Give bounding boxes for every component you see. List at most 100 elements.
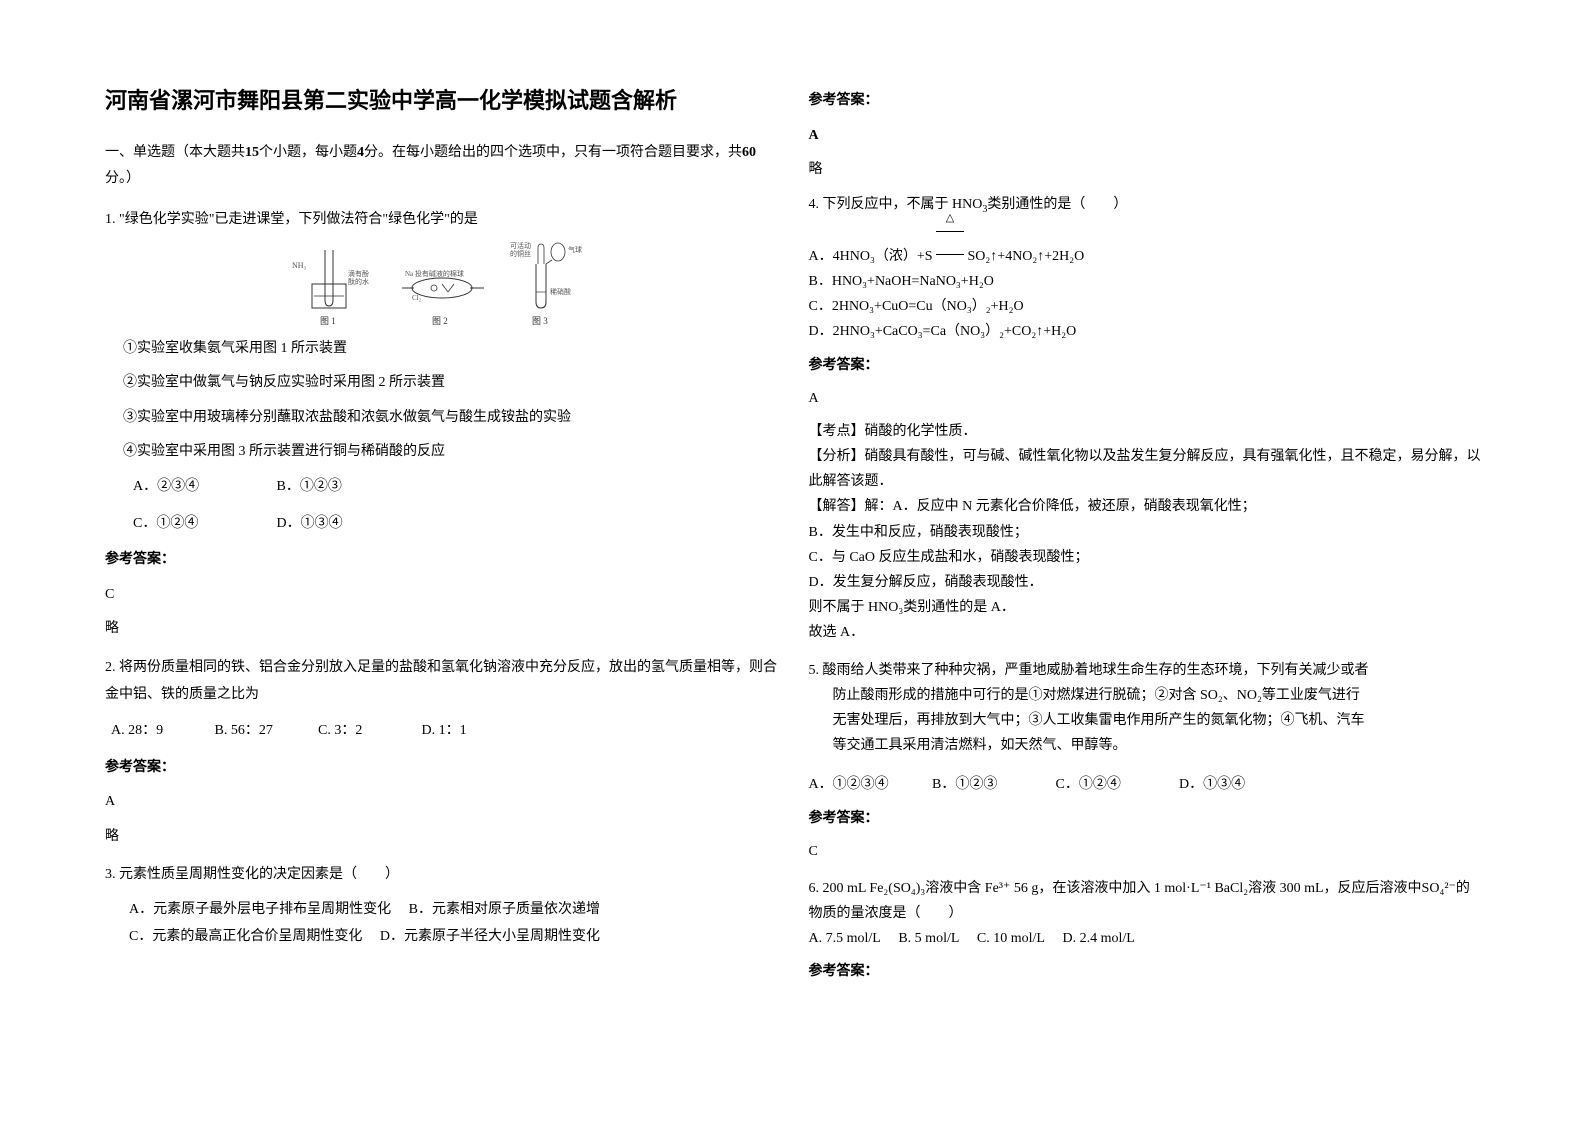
q1-answer: C [105, 582, 779, 609]
sh-count: 15 [245, 145, 259, 160]
q4-kd: 【考点】硝酸的化学性质． [809, 419, 1483, 444]
sh-mid: 个小题，每小题 [259, 145, 357, 160]
q6-options: A. 7.5 mol/L B. 5 mol/L C. 10 mol/L D. 2… [809, 926, 1483, 951]
q5-optC: C．①②④ [1056, 772, 1176, 797]
q4-optA: A．4HNO₃（浓）+S △ SO₂↑+4NO₂↑+2H₂O [809, 219, 1483, 269]
q2-optD: D. 1：1 [422, 718, 522, 745]
q3-stem: 3. 元素性质呈周期性变化的决定因素是（ ） [105, 862, 779, 889]
q2-answer: A [105, 789, 779, 816]
q6-optB: B. 5 mol/L [898, 926, 959, 951]
q4-jd0: 【解答】解：A．反应中 N 元素化合价降低，被还原，硝酸表现氧化性； [809, 494, 1483, 519]
q2-optC: C. 3：2 [318, 718, 418, 745]
q1-options-row2: C．①②④ D．①③④ [133, 511, 779, 538]
q5-stem3: 无害处理后，再排放到大气中；③人工收集雷电作用所产生的氮氧化物；④飞机、汽车 [833, 708, 1483, 733]
fig1-water-b: 酞的水 [348, 277, 369, 286]
q4-jd5: 故选 A． [809, 620, 1483, 645]
q2-options: A. 28：9 B. 56：27 C. 3：2 D. 1：1 [111, 718, 779, 745]
q3-answer: A [809, 123, 1483, 150]
q2-optA: A. 28：9 [111, 718, 211, 745]
q1-optA: A．②③④ [133, 474, 273, 501]
q1-stem: 1. "绿色化学实验"已走进课堂，下列做法符合"绿色化学"的是 [105, 207, 779, 234]
q4-answer-label: 参考答案： [809, 353, 1483, 378]
q6-optA: A. 7.5 mol/L [809, 926, 881, 951]
q5-optB: B．①②③ [932, 772, 1052, 797]
question-1: 1. "绿色化学实验"已走进课堂，下列做法符合"绿色化学"的是 NH₃ 滴有酚 … [105, 207, 779, 643]
q3-row1: A．元素原子最外层电子排布呈周期性变化 B．元素相对原子质量依次递增 [129, 897, 779, 924]
fig3-hno3: 稀硝酸 [550, 287, 571, 296]
sh-prefix: 一、单选题（本大题共 [105, 145, 245, 160]
page-title: 河南省漯河市舞阳县第二实验中学高一化学模拟试题含解析 [105, 80, 779, 122]
fig3-wire-a: 可活动 [510, 241, 531, 250]
fig3-balloon: 气球 [568, 245, 582, 254]
question-3: 3. 元素性质呈周期性变化的决定因素是（ ） A．元素原子最外层电子排布呈周期性… [105, 862, 779, 950]
q3-answer-label: 参考答案： [809, 88, 1483, 115]
q2-note: 略 [105, 824, 779, 851]
q1-note: 略 [105, 616, 779, 643]
sh-s1: 分。在每小题给出的四个选项中，只有一项符合题目要求，共 [364, 145, 742, 160]
q4-jd3: D．发生复分解反应，硝酸表现酸性． [809, 570, 1483, 595]
q5-optA: A．①②③④ [809, 772, 929, 797]
arrow-line-bot [936, 254, 964, 255]
q1-options-row1: A．②③④ B．①②③ [133, 474, 779, 501]
right-column: 参考答案： A 略 4. 下列反应中，不属于 HNO3类别通性的是（ ） A．4… [794, 80, 1498, 1082]
q4-optC: C．2HNO₃+CuO=Cu（NO₃）₂+H₂O [809, 294, 1483, 319]
arrow-line-top [936, 231, 964, 232]
q4-optB: B．HNO₃+NaOH=NaNO₃+H₂O [809, 269, 1483, 294]
fig2-cotton: Na 投有碱液的棉球 [405, 269, 464, 278]
q4-answer: A [809, 386, 1483, 411]
q6-optD: D. 2.4 mol/L [1062, 926, 1134, 951]
fig2-cl2: Cl₂ [412, 294, 422, 302]
fig1-nh3: NH₃ [292, 261, 307, 270]
q5-answer-label: 参考答案： [809, 806, 1483, 831]
q5-stem2: 防止酸雨形成的措施中可行的是①对燃煤进行脱硫；②对含 SO₂、NO₂等工业废气进… [833, 683, 1483, 708]
q4-jd4: 则不属于 HNO₃类别通性的是 A． [809, 595, 1483, 620]
fig3-label: 图 3 [532, 316, 548, 326]
q6-stem: 6. 200 mL Fe₂(SO₄)₃溶液中含 Fe³⁺ 56 g，在该溶液中加… [809, 876, 1483, 926]
q4-optA-prefix: A．4HNO₃（浓）+S [809, 249, 933, 264]
q5-stem4: 等交通工具采用清洁燃料，如天然气、甲醇等。 [833, 733, 1483, 758]
q4-optD: D．2HNO₃+CaCO₃=Ca（NO₃）₂+CO₂↑+H₂O [809, 319, 1483, 344]
sh-total: 60 [742, 145, 756, 160]
q1-line1: ①实验室收集氨气采用图 1 所示装置 [123, 336, 779, 363]
fig2-label: 图 2 [432, 316, 448, 326]
q1-line2: ②实验室中做氯气与钠反应实验时采用图 2 所示装置 [123, 370, 779, 397]
q1-optB: B．①②③ [277, 474, 417, 501]
q4-fx: 【分析】硝酸具有酸性，可与碱、碱性氧化物以及盐发生复分解反应，具有强氧化性，且不… [809, 444, 1483, 494]
question-5: 5. 酸雨给人类带来了种种灾祸，严重地威胁着地球生命生存的生态环境，下列有关减少… [809, 658, 1483, 864]
q1-line4: ④实验室中采用图 3 所示装置进行铜与稀硝酸的反应 [123, 439, 779, 466]
q5-optD: D．①③④ [1179, 772, 1299, 797]
q2-optB: B. 56：27 [215, 718, 315, 745]
fig1-water-a: 滴有酚 [348, 269, 369, 278]
question-6: 6. 200 mL Fe₂(SO₄)₃溶液中含 Fe³⁺ 56 g，在该溶液中加… [809, 876, 1483, 985]
q3-row2: C．元素的最高正化合价呈周期性变化 D．元素原子半径大小呈周期性变化 [129, 924, 779, 951]
q2-stem: 2. 将两份质量相同的铁、铝合金分别放入足量的盐酸和氢氧化钠溶液中充分反应，放出… [105, 655, 779, 708]
q6-optC: C. 10 mol/L [977, 926, 1045, 951]
q4-optA-suffix: SO₂↑+4NO₂↑+2H₂O [968, 249, 1085, 264]
q5-stem1: 5. 酸雨给人类带来了种种灾祸，严重地威胁着地球生命生存的生态环境，下列有关减少… [809, 658, 1483, 683]
q1-line3: ③实验室中用玻璃棒分别蘸取浓盐酸和浓氨水做氨气与酸生成铵盐的实验 [123, 405, 779, 432]
question-4: 4. 下列反应中，不属于 HNO3类别通性的是（ ） A．4HNO₃（浓）+S … [809, 192, 1483, 646]
q3-optC: C．元素的最高正化合价呈周期性变化 [129, 929, 362, 944]
left-column: 河南省漯河市舞阳县第二实验中学高一化学模拟试题含解析 一、单选题（本大题共15个… [90, 80, 794, 1082]
sh-score: 4 [357, 145, 364, 160]
q5-options: A．①②③④ B．①②③ C．①②④ D．①③④ [809, 772, 1483, 797]
q3-optB: B．元素相对原子质量依次递增 [409, 902, 600, 917]
q4-jd2: C．与 CaO 反应生成盐和水，硝酸表现酸性； [809, 545, 1483, 570]
q1-optC: C．①②④ [133, 511, 273, 538]
sh-s2: 分。） [105, 171, 140, 186]
q1-answer-label: 参考答案： [105, 547, 779, 574]
fig3-group: 可活动 的铜丝 气球 稀硝酸 图 3 [510, 241, 582, 326]
fig1-group: NH₃ 滴有酚 酞的水 图 1 [292, 250, 369, 326]
q4-stem-suffix: 类别通性的是（ ） [987, 197, 1127, 212]
q4-optA-arrow: △ [936, 209, 964, 229]
section-head: 一、单选题（本大题共15个小题，每小题4分。在每小题给出的四个选项中，只有一项符… [105, 140, 779, 193]
q3-optA: A．元素原子最外层电子排布呈周期性变化 [129, 902, 391, 917]
q1-diagram: NH₃ 滴有酚 酞的水 图 1 Na 投有碱液的棉球 Cl₂ 图 2 [105, 240, 779, 330]
q1-optD: D．①③④ [277, 511, 417, 538]
fig2-group: Na 投有碱液的棉球 Cl₂ 图 2 [402, 269, 484, 326]
q3-note: 略 [809, 157, 1483, 184]
fig3-wire-b: 的铜丝 [510, 249, 531, 258]
fig1-label: 图 1 [320, 316, 336, 326]
q6-answer-label: 参考答案： [809, 959, 1483, 984]
q5-answer: C [809, 839, 1483, 864]
